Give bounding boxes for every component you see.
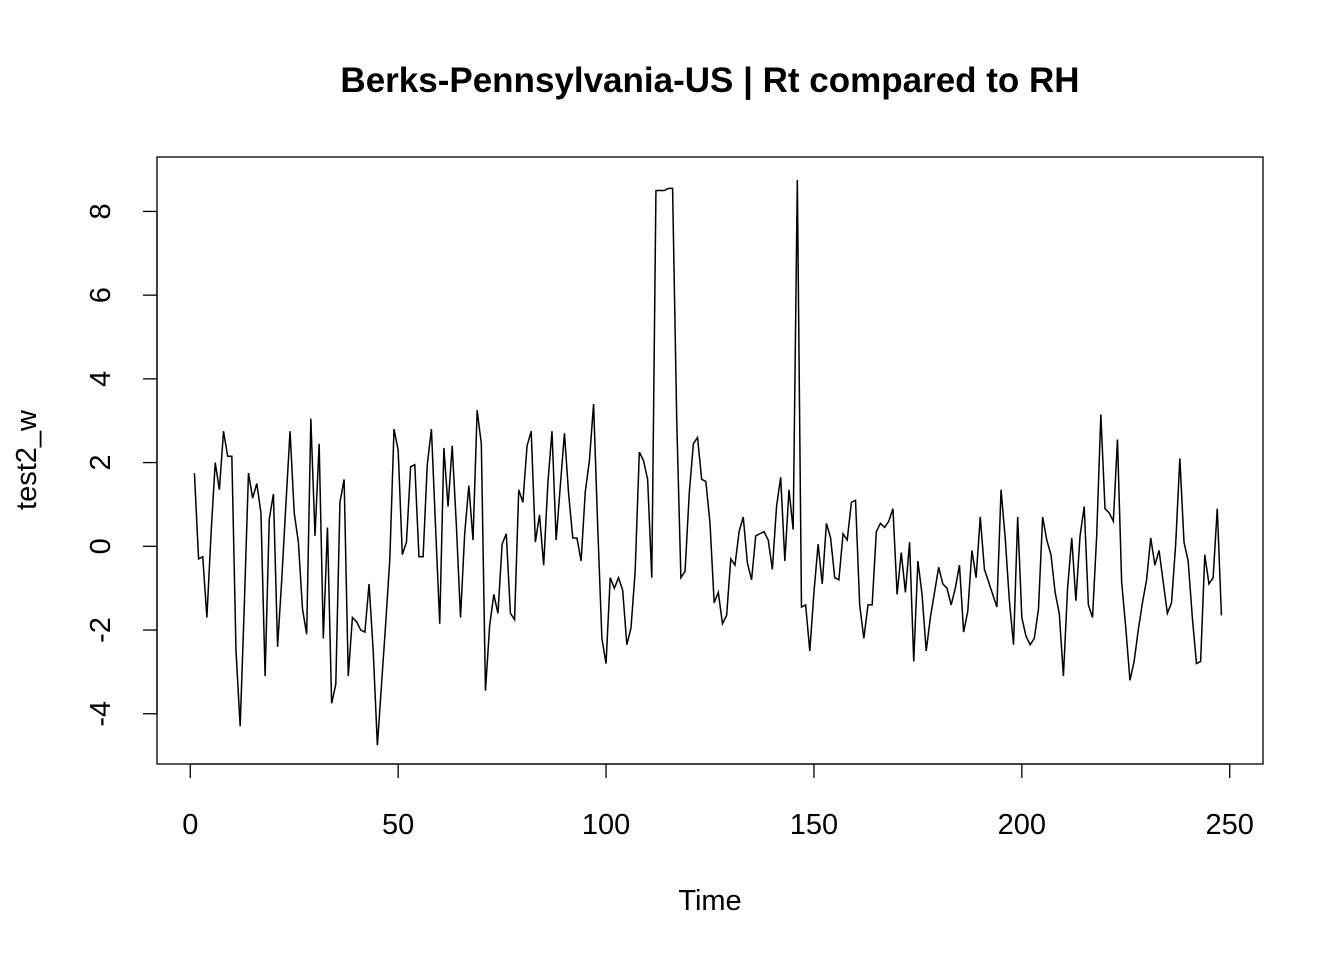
y-axis-title: test2_w [11,409,43,510]
x-tick-label: 0 [182,809,198,841]
y-tick-label: 8 [85,203,117,219]
plot-area-frame [156,156,1264,765]
x-tick-label: 100 [582,809,630,841]
x-axis: 0 50 100 150 200 250 [182,763,1254,841]
x-tick-label: 250 [1206,809,1254,841]
y-tick-label: 0 [85,538,117,554]
y-tick-label: 6 [85,287,117,303]
chart-title: Berks-Pennsylvania-US | Rt compared to R… [340,61,1079,100]
series-layer [193,180,1223,746]
y-tick-label: 4 [85,371,117,387]
y-tick-label: -2 [85,617,117,643]
y-tick-label: 2 [85,455,117,471]
x-axis-title: Time [678,885,741,917]
x-tick-label: 200 [998,809,1046,841]
x-tick-label: 50 [382,809,414,841]
y-axis: -4 -2 0 2 4 6 8 [85,203,158,727]
y-tick-label: -4 [85,701,117,727]
x-tick-label: 150 [790,809,838,841]
series-line-0 [193,180,1223,746]
